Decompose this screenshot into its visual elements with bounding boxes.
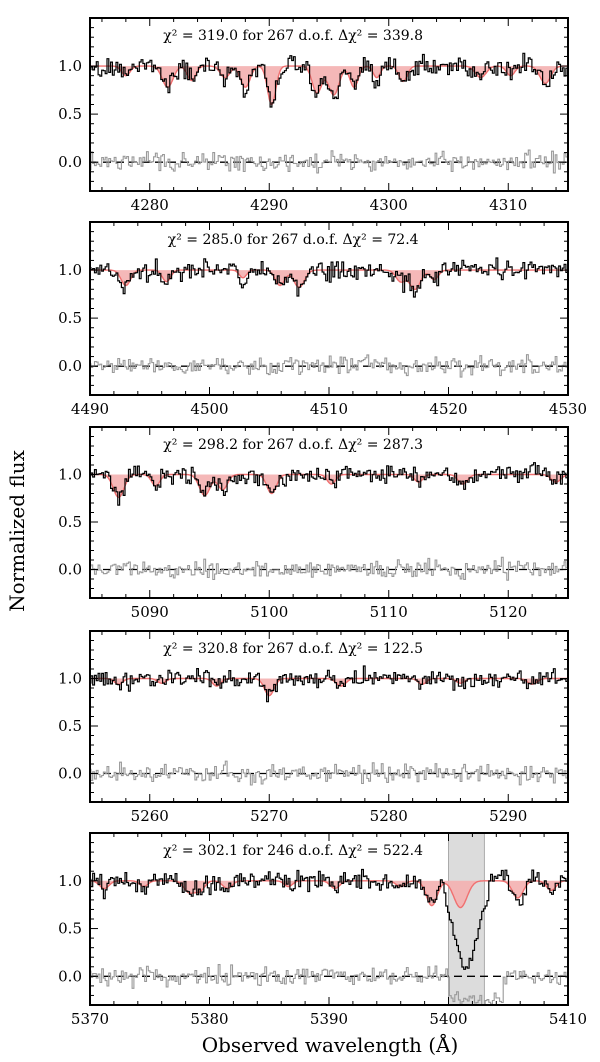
x-tick-label: 4510 <box>310 400 348 418</box>
observed-spectrum <box>90 665 568 703</box>
x-tick-label: 5390 <box>310 1010 348 1028</box>
y-tick-label: 0.5 <box>58 920 82 938</box>
panel-title: χ² = 285.0 for 267 d.o.f. Δχ² = 72.4 <box>168 232 419 248</box>
residual-spectrum <box>90 964 568 1005</box>
residual-spectrum <box>90 354 568 378</box>
observed-spectrum <box>90 462 568 506</box>
x-tick-label: 5090 <box>131 603 169 621</box>
y-tick-label: 0.5 <box>58 717 82 735</box>
x-tick-label: 5120 <box>489 603 527 621</box>
panel-plot-area <box>90 833 568 1005</box>
y-tick-label: 0.0 <box>58 967 82 985</box>
model-fill <box>90 880 568 908</box>
panel-plot-area <box>90 665 568 786</box>
y-tick-label: 0.5 <box>58 513 82 531</box>
x-tick-label: 4530 <box>549 400 587 418</box>
model-fill <box>90 474 568 498</box>
panel-title: χ² = 320.8 for 267 d.o.f. Δχ² = 122.5 <box>163 641 423 657</box>
panel-3: 5090 5100 5110 5120 0.0 0.5 1.0 χ² = 298.2 for … <box>58 426 569 621</box>
x-axis-label: Observed wavelength (Å) <box>202 1032 459 1057</box>
x-tick-label: 4310 <box>489 196 527 214</box>
x-tick-label: 4290 <box>250 196 288 214</box>
y-tick-label: 0.5 <box>58 105 82 123</box>
y-tick-label: 1.0 <box>58 670 82 688</box>
panel-title: χ² = 319.0 for 267 d.o.f. Δχ² = 339.8 <box>163 28 423 44</box>
y-tick-label: 0.5 <box>58 309 82 327</box>
y-tick-label: 0.0 <box>58 357 82 375</box>
y-tick-label: 0.0 <box>58 561 82 579</box>
masked-region <box>448 833 485 1005</box>
panel-4: 5260 5270 5280 5290 0.0 0.5 1.0 χ² = 320.8 for … <box>58 630 569 825</box>
panel-plot-area <box>90 257 568 378</box>
x-tick-label: 4520 <box>429 400 467 418</box>
x-tick-label: 5100 <box>250 603 288 621</box>
x-tick-label: 5370 <box>71 1010 109 1028</box>
x-tick-label: 5270 <box>250 807 288 825</box>
x-tick-label: 4490 <box>71 400 109 418</box>
y-tick-label: 0.0 <box>58 765 82 783</box>
panel-title: χ² = 302.1 for 246 d.o.f. Δχ² = 522.4 <box>163 843 423 859</box>
residual-spectrum <box>90 556 568 581</box>
x-tick-label: 4280 <box>131 196 169 214</box>
panel-plot-area <box>90 52 568 174</box>
observed-spectrum <box>90 868 568 970</box>
panel-1: 4280 4290 4300 4310 0.0 0.5 1.0 χ² = 319.0 for … <box>58 17 569 214</box>
y-tick-label: 1.0 <box>58 872 82 890</box>
panel-plot-area <box>90 462 568 581</box>
x-tick-label: 5110 <box>370 603 408 621</box>
x-tick-label: 5260 <box>131 807 169 825</box>
x-tick-label: 5400 <box>429 1010 467 1028</box>
residual-spectrum <box>90 760 568 786</box>
x-tick-label: 4500 <box>190 400 228 418</box>
residual-spectrum <box>90 149 568 174</box>
panel-5: 5370 5380 5390 5400 5410 0.0 0.5 1.0 χ² = 302.1 … <box>58 832 587 1028</box>
observed-spectrum <box>90 257 568 298</box>
x-tick-label: 5380 <box>190 1010 228 1028</box>
x-tick-label: 5410 <box>549 1010 587 1028</box>
y-tick-label: 1.0 <box>58 466 82 484</box>
y-tick-label: 0.0 <box>58 153 82 171</box>
observed-spectrum <box>90 52 568 108</box>
y-tick-label: 1.0 <box>58 261 82 279</box>
y-axis-label: Normalized flux <box>5 449 29 612</box>
panel-2: 4490 4500 4510 4520 4530 0.0 0.5 1.0 χ² = 285.0 … <box>58 221 587 418</box>
x-tick-label: 5280 <box>370 807 408 825</box>
x-tick-label: 5290 <box>489 807 527 825</box>
x-tick-label: 4300 <box>370 196 408 214</box>
y-tick-label: 1.0 <box>58 57 82 75</box>
panel-title: χ² = 298.2 for 267 d.o.f. Δχ² = 287.3 <box>163 437 423 453</box>
